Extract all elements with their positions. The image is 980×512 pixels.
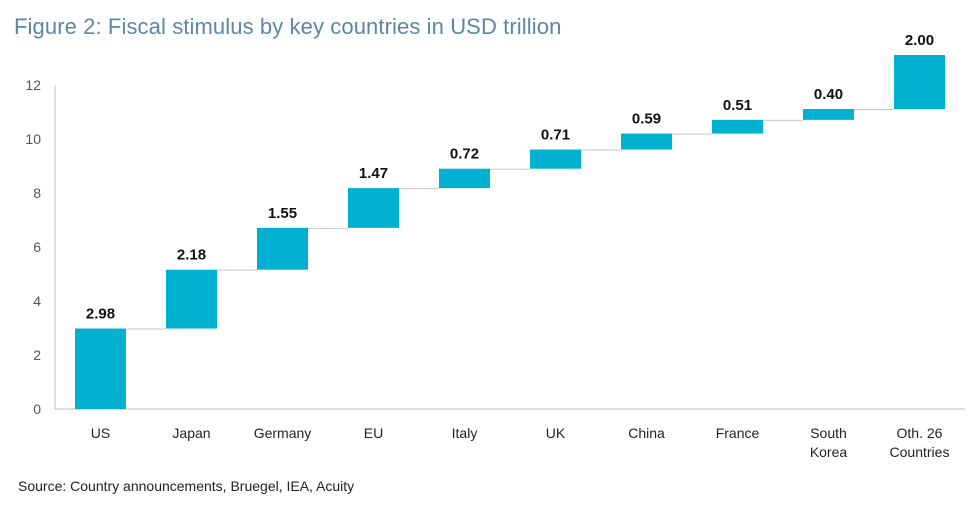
- x-tick-label: France: [716, 425, 760, 441]
- bar: [166, 269, 217, 329]
- y-tick-label: 6: [33, 239, 41, 255]
- y-tick-label: 4: [33, 293, 41, 309]
- y-tick-label: 12: [25, 77, 41, 93]
- bar: [257, 227, 308, 270]
- x-tick-label: China: [628, 425, 665, 441]
- data-label: 2.18: [177, 247, 206, 264]
- x-tick-label: Korea: [810, 444, 848, 460]
- data-label: 1.55: [268, 205, 297, 222]
- data-label: 1.47: [359, 165, 388, 182]
- chart-title: Figure 2: Fiscal stimulus by key countri…: [14, 14, 562, 39]
- data-label: 0.40: [814, 86, 843, 103]
- x-tick-label: Japan: [172, 425, 210, 441]
- data-label: 0.51: [723, 97, 752, 114]
- y-tick-label: 10: [25, 131, 41, 147]
- bar: [439, 168, 490, 189]
- x-tick-label: US: [91, 425, 110, 441]
- data-label: 0.59: [632, 111, 661, 128]
- data-label: 2.00: [905, 32, 934, 49]
- waterfall-chart: 0 2 4 6 8 10 12 2.98 US 2.18 Japan 1.55 Germany 1.47 E…: [25, 32, 965, 460]
- y-tick-label: 8: [33, 185, 41, 201]
- bar: [348, 188, 399, 228]
- bar: [712, 119, 763, 134]
- x-tick-label: Germany: [254, 425, 312, 441]
- bar: [803, 109, 854, 120]
- x-tick-label: EU: [364, 425, 383, 441]
- x-tick-label: Oth. 26: [897, 425, 943, 441]
- x-tick-label: UK: [546, 425, 566, 441]
- y-tick-label: 2: [33, 347, 41, 363]
- bar: [894, 55, 945, 110]
- data-label: 0.72: [450, 146, 479, 163]
- x-tick-label: South: [810, 425, 847, 441]
- bar: [530, 149, 581, 169]
- x-tick-label: Countries: [890, 444, 950, 460]
- source-note: Source: Country announcements, Bruegel, …: [18, 478, 355, 494]
- x-tick-label: Italy: [452, 425, 478, 441]
- bar: [621, 133, 672, 150]
- bar: [75, 328, 126, 409]
- y-tick-label: 0: [33, 401, 41, 417]
- data-label: 2.98: [86, 306, 115, 323]
- data-label: 0.71: [541, 127, 570, 144]
